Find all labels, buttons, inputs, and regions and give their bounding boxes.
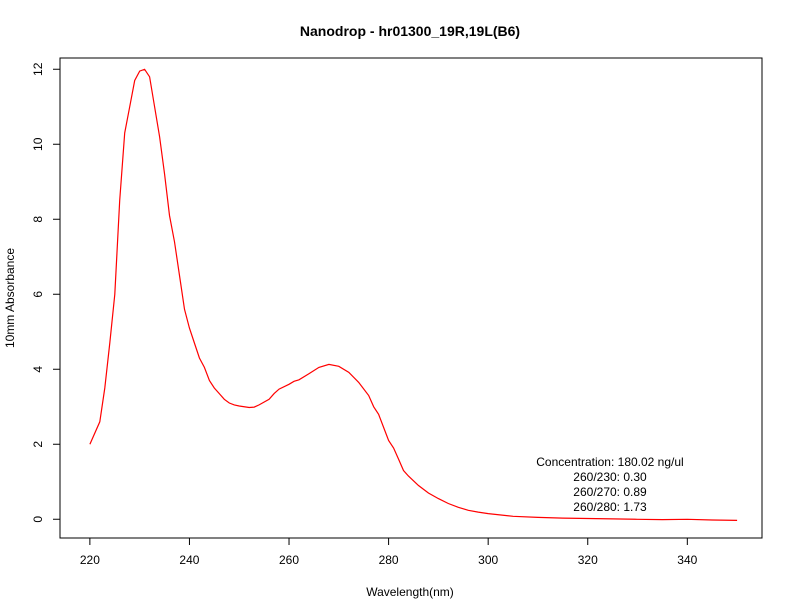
y-tick-label: 10 (31, 137, 45, 151)
y-tick-label: 12 (31, 62, 45, 76)
concentration-annotation: Concentration: 180.02 ng/ul (536, 455, 683, 469)
y-tick-label: 4 (31, 366, 45, 373)
x-tick-label: 320 (578, 553, 598, 567)
absorbance-series-line (89, 68, 738, 521)
x-axis: 220 240 260 280 300 320 340 (80, 537, 698, 567)
x-tick-label: 280 (379, 553, 399, 567)
ratio-260-270-annotation: 260/270: 0.89 (573, 485, 647, 499)
x-tick-label: 300 (478, 553, 498, 567)
x-tick-label: 220 (80, 553, 100, 567)
x-tick-label: 340 (677, 553, 697, 567)
y-tick-label: 6 (31, 291, 45, 298)
y-axis-label: 10mm Absorbance (3, 248, 17, 348)
y-tick-label: 2 (31, 441, 45, 448)
chart-title: Nanodrop - hr01300_19R,19L(B6) (300, 23, 520, 39)
y-tick-label: 8 (31, 216, 45, 223)
annotation-block: Concentration: 180.02 ng/ul 260/230: 0.3… (536, 455, 683, 514)
x-axis-label: Wavelength(nm) (366, 585, 454, 599)
y-tick-label: 0 (31, 516, 45, 523)
ratio-260-280-annotation: 260/280: 1.73 (573, 500, 647, 514)
y-axis: 0 2 4 6 8 10 12 (31, 62, 61, 523)
ratio-260-230-annotation: 260/230: 0.30 (573, 470, 647, 484)
x-tick-label: 240 (179, 553, 199, 567)
x-tick-label: 260 (279, 553, 299, 567)
